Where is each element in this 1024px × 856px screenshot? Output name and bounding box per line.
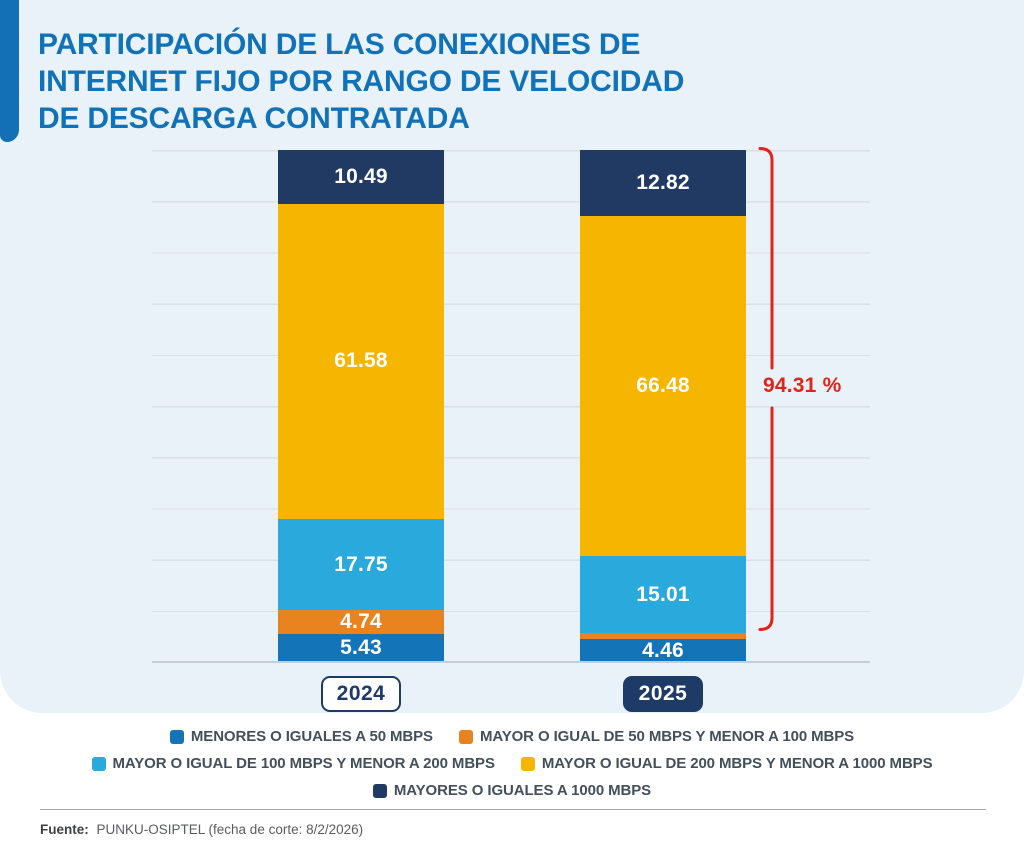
segment-value-label: 4.74 [340, 610, 382, 634]
segment-value-label: 17.75 [334, 552, 388, 576]
accent-bar [0, 0, 19, 142]
source-note: Fuente: PUNKU-OSIPTEL (fecha de corte: 8… [40, 822, 363, 837]
legend-swatch-icon [91, 756, 106, 771]
x-axis-line [152, 661, 870, 663]
legend-item: MAYORES O IGUALES A 1000 MBPS [372, 782, 652, 799]
bar-2024: 5.43 4.74 17.75 61.58 10.49 [278, 150, 444, 662]
legend-label: MAYORES O IGUALES A 1000 MBPS [393, 782, 652, 799]
legend-item: MENORES O IGUALES A 50 MBPS [169, 728, 433, 745]
annotation-label: 94.31 % [763, 374, 842, 397]
legend-item: MAYOR O IGUAL DE 50 MBPS Y MENOR A 100 M… [458, 728, 855, 745]
legend-row: MAYORES O IGUALES A 1000 MBPS [0, 782, 1024, 799]
source-label: Fuente: [40, 822, 89, 837]
card-background: PARTICIPACIÓN DE LAS CONEXIONES DE INTER… [0, 0, 1024, 713]
bar-segment: 66.48 [580, 215, 746, 557]
legend-swatch-icon [520, 756, 535, 771]
bar-segment: 12.82 [580, 150, 746, 216]
legend-item: MAYOR O IGUAL DE 200 MBPS Y MENOR A 1000… [520, 755, 933, 772]
legend-row: MAYOR O IGUAL DE 100 MBPS Y MENOR A 200 … [0, 755, 1024, 772]
legend-swatch-icon [169, 729, 184, 744]
segment-value-label: 10.49 [334, 164, 388, 188]
legend-row: MENORES O IGUALES A 50 MBPS MAYOR O IGUAL… [0, 728, 1024, 745]
segment-value-label: 61.58 [334, 349, 388, 373]
bar-segment: 4.74 [278, 609, 444, 635]
bar-segment: 61.58 [278, 203, 444, 520]
page-title: PARTICIPACIÓN DE LAS CONEXIONES DE INTER… [38, 28, 685, 135]
segment-value-label: 5.43 [340, 636, 382, 660]
segment-value-label: 12.82 [636, 170, 690, 194]
bar-segment: 5.43 [278, 634, 444, 662]
legend: MENORES O IGUALES A 50 MBPS MAYOR O IGUAL… [0, 728, 1024, 799]
x-tick-2024: 2024 [321, 676, 401, 712]
highlight-bracket [758, 147, 774, 631]
source-text: PUNKU-OSIPTEL (fecha de corte: 8/2/2026) [96, 822, 364, 837]
chart-plot-area: 5.434.74 17.75 61.58 10.49 4.461.22 15.01 66.4… [152, 150, 870, 663]
bar-2025: 4.461.22 15.01 66.48 12.82 [580, 150, 746, 662]
footer-divider [40, 809, 986, 810]
segment-value-label: 15.01 [636, 582, 690, 606]
segment-value-label: 66.48 [636, 373, 690, 397]
bar-segment: 15.01 [580, 556, 746, 633]
legend-swatch-icon [458, 729, 473, 744]
legend-item: MAYOR O IGUAL DE 100 MBPS Y MENOR A 200 … [91, 755, 495, 772]
segment-value-label: 4.46 [642, 638, 684, 662]
legend-label: MENORES O IGUALES A 50 MBPS [190, 728, 433, 745]
legend-swatch-icon [372, 783, 387, 798]
legend-label: MAYOR O IGUAL DE 200 MBPS Y MENOR A 1000… [541, 755, 933, 772]
x-tick-2025: 2025 [623, 676, 703, 712]
legend-label: MAYOR O IGUAL DE 50 MBPS Y MENOR A 100 M… [479, 728, 855, 745]
bar-segment: 17.75 [278, 519, 444, 610]
bar-segment: 1.22 [580, 611, 746, 640]
bar-segment: 10.49 [278, 150, 444, 204]
bar-segment: 4.46 [580, 639, 746, 662]
legend-label: MAYOR O IGUAL DE 100 MBPS Y MENOR A 200 … [112, 755, 495, 772]
